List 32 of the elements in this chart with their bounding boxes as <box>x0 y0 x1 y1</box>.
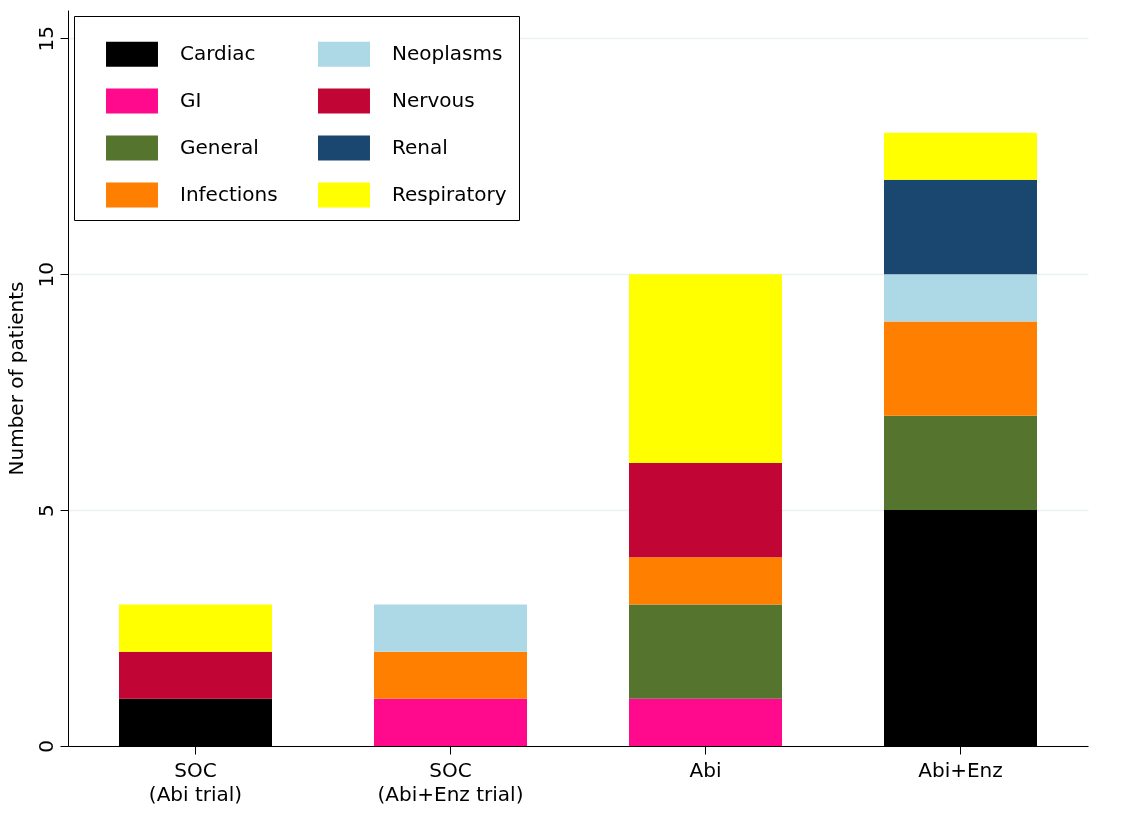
legend-label: GI <box>180 88 202 112</box>
y-tick-label: 5 <box>33 504 58 517</box>
bar <box>629 698 782 746</box>
bar <box>884 415 1037 511</box>
legend-label: General <box>180 135 259 159</box>
bar <box>884 179 1037 275</box>
x-tick-label: SOC (Abi+Enz trial) <box>377 757 524 806</box>
bar <box>629 462 782 558</box>
x-tick-label: SOC (Abi trial) <box>148 757 243 806</box>
legend-label: Neoplasms <box>392 41 503 66</box>
bar <box>884 321 1037 416</box>
bar <box>884 132 1037 180</box>
legend-label: Nervous <box>392 88 475 112</box>
x-tick-label: Abi+Enz <box>918 757 1003 782</box>
bar <box>374 698 527 746</box>
bar <box>629 557 782 605</box>
x-tick-label: Abi <box>689 757 722 782</box>
legend-label: Renal <box>392 135 448 159</box>
y-tick-label: 10 <box>33 261 58 288</box>
bar <box>119 604 272 652</box>
bar <box>629 274 782 463</box>
bar <box>884 274 1037 322</box>
bar <box>629 604 782 699</box>
y-axis-title: Number of patients <box>3 281 28 476</box>
y-tick-label: 0 <box>33 740 58 753</box>
bar <box>374 604 527 652</box>
legend-label: Cardiac <box>180 41 256 66</box>
legend-label: Respiratory <box>392 182 507 206</box>
bar <box>374 651 527 699</box>
y-tick-label: 15 <box>33 26 58 52</box>
bar <box>119 651 272 699</box>
legend-label: Infections <box>180 182 278 206</box>
